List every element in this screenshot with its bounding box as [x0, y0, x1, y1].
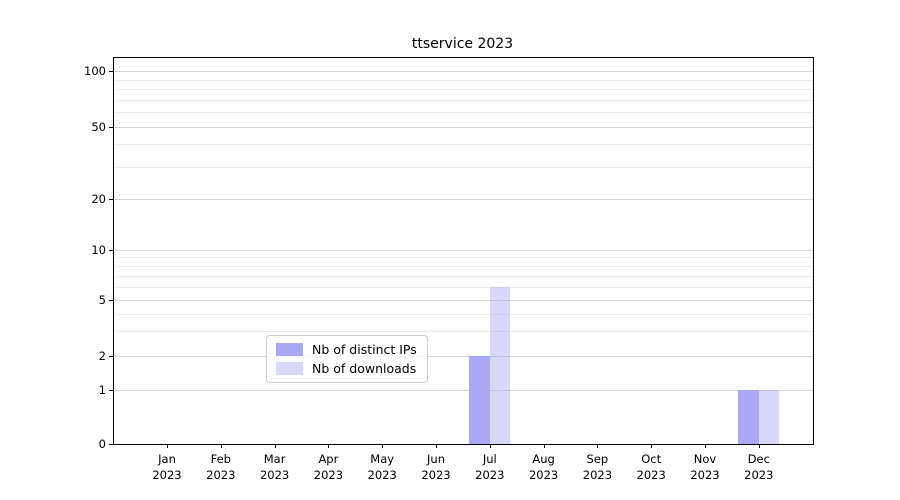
legend-swatch-downloads: [276, 362, 303, 375]
y-tick-label: 1: [98, 383, 106, 398]
gridline-minor: [114, 112, 813, 114]
x-tick-label-dec: Dec 2023: [744, 452, 774, 482]
x-tick-mark: [382, 444, 384, 448]
y-tick-label: 10: [91, 242, 106, 257]
x-tick-mark: [489, 444, 491, 448]
y-tick-label: 20: [91, 191, 106, 206]
bar-distinct-ips-dec: [738, 390, 759, 444]
bar-downloads-jul: [489, 286, 511, 444]
x-tick-label-nov: Nov 2023: [690, 452, 720, 482]
x-tick-label-may: May 2023: [367, 452, 397, 482]
gridline-minor: [114, 286, 813, 288]
x-tick-mark: [167, 444, 168, 448]
legend-row: Nb of downloads: [276, 361, 417, 376]
y-tick-mark: [109, 355, 113, 357]
y-tick-mark: [109, 300, 113, 302]
y-tick-label: 2: [98, 348, 106, 363]
gridline-major: [114, 300, 813, 302]
x-tick-label-oct: Oct 2023: [636, 452, 666, 482]
gridline-major: [114, 355, 813, 357]
gridline-minor: [114, 99, 813, 101]
gridline-minor: [114, 144, 813, 146]
y-tick-mark: [109, 71, 113, 73]
gridline-minor: [114, 331, 813, 333]
gridline-minor: [114, 89, 813, 91]
plot-area: 0 1 2 5 10 20 50 100 Jan 2023 Feb 2023 Mar 2023 Apr…: [84, 57, 814, 482]
x-tick-label-mar: Mar 2023: [259, 452, 290, 482]
gridline-minor: [114, 265, 813, 267]
y-tick-label: 5: [98, 293, 106, 308]
chart-title: ttservice 2023: [411, 36, 514, 52]
y-tick-mark: [109, 198, 113, 200]
gridline-minor: [114, 257, 813, 259]
gridline-major: [114, 198, 813, 200]
y-tick-mark: [109, 126, 113, 128]
gridline-minor: [114, 313, 813, 315]
gridline-minor: [114, 166, 813, 168]
x-tick-mark: [220, 444, 222, 448]
x-tick-label-jan: Jan 2023: [152, 452, 182, 482]
x-tick-mark: [543, 444, 545, 448]
legend-swatch-distinct-ips: [276, 343, 303, 356]
x-tick-mark: [705, 444, 706, 448]
y-tick-label: 100: [84, 64, 106, 79]
legend-row: Nb of distinct IPs: [276, 342, 417, 357]
bar-downloads-dec: [758, 390, 780, 444]
y-tick-mark: [109, 249, 113, 251]
gridline-major: [114, 126, 813, 128]
y-tick-mark: [109, 444, 113, 445]
gridline-minor: [114, 275, 813, 277]
x-tick-label-sep: Sep 2023: [582, 452, 613, 482]
y-tick-label: 0: [98, 437, 106, 451]
x-tick-mark: [328, 444, 330, 448]
legend: Nb of distinct IPs Nb of downloads: [266, 335, 428, 383]
x-tick-mark: [651, 444, 653, 448]
x-tick-mark: [436, 444, 437, 448]
bar-distinct-ips-jul: [469, 355, 490, 444]
legend-label: Nb of downloads: [312, 361, 417, 376]
x-tick-mark: [758, 444, 760, 448]
gridline-major: [114, 249, 813, 251]
gridline-minor: [114, 79, 813, 81]
x-tick-label-apr: Apr 2023: [313, 452, 344, 482]
x-tick-label-jun: Jun 2023: [421, 452, 451, 482]
gridline-major: [114, 390, 813, 392]
x-tick-mark: [274, 444, 276, 448]
gridline-major: [114, 71, 813, 73]
y-tick-mark: [109, 390, 113, 392]
x-tick-mark: [597, 444, 599, 448]
x-tick-label-jul: Jul 2023: [475, 452, 505, 482]
x-tick-label-feb: Feb 2023: [206, 452, 236, 482]
legend-label: Nb of distinct IPs: [312, 342, 417, 357]
x-tick-label-aug: Aug 2023: [528, 452, 559, 482]
y-tick-label: 50: [91, 119, 106, 134]
